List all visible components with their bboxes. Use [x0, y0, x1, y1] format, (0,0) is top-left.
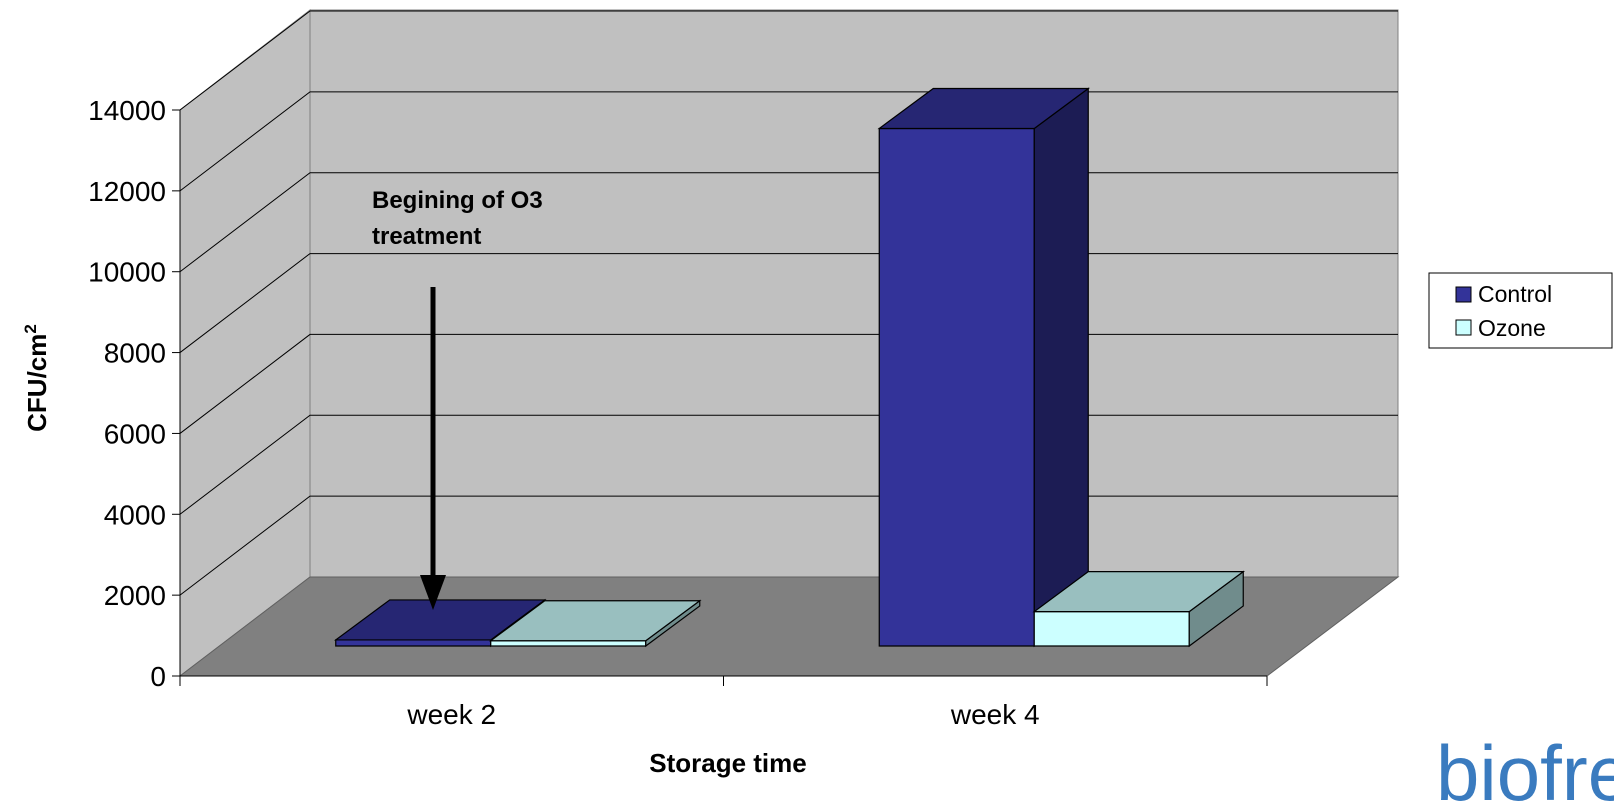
- legend: Control Ozone: [1428, 272, 1613, 349]
- y-axis-title-sup: 2: [21, 324, 40, 333]
- bar-front: [1033, 611, 1190, 647]
- axes: 0 2000 4000 6000 8000 10000 12000 14000 week 2 we…: [88, 95, 1268, 730]
- y-tick-label: 12000: [88, 176, 166, 207]
- bar-front: [490, 640, 647, 647]
- bar-side: [1033, 87, 1089, 648]
- bar-front: [335, 639, 492, 647]
- bar-ozone-week-2: [488, 599, 702, 648]
- legend-swatch-control: [1455, 286, 1472, 303]
- gridline: [179, 10, 1398, 111]
- y-tick-label: 14000: [88, 95, 166, 126]
- plot-back-wall: [309, 9, 1399, 578]
- x-tick-label: week 4: [950, 699, 1040, 730]
- bar-control-week-4: [877, 87, 1091, 648]
- annotation-line-2: treatment: [372, 223, 481, 250]
- bars: [333, 87, 1246, 648]
- bar-ozone-week-4: [1032, 570, 1246, 648]
- bar-top: [1032, 571, 1246, 613]
- y-axis-title: CFU/cm2: [21, 324, 52, 432]
- y-tick-label: 10000: [88, 257, 166, 288]
- legend-label-control: Control: [1478, 281, 1552, 307]
- plot-side-wall: [179, 8, 311, 678]
- legend-swatch-ozone: [1455, 319, 1472, 336]
- annotation-line-1: Begining of O3: [372, 187, 543, 214]
- x-axis-title: Storage time: [649, 748, 807, 778]
- y-tick-label: 4000: [104, 499, 166, 530]
- bar-top: [333, 599, 547, 641]
- biofresh-logo: biofresh: [1436, 729, 1614, 803]
- legend-label-ozone: Ozone: [1478, 315, 1546, 341]
- y-tick-label: 6000: [104, 418, 166, 449]
- y-tick-label: 8000: [104, 338, 166, 369]
- x-tick-label: week 2: [406, 699, 496, 730]
- bar-top: [488, 600, 702, 642]
- annotation-arrow-head: [420, 575, 446, 610]
- y-axis-title-base: CFU/cm: [22, 334, 52, 432]
- y-tick-label: 2000: [104, 580, 166, 611]
- bar-front: [878, 127, 1035, 647]
- bar-top: [877, 87, 1091, 130]
- y-tick-label: 0: [150, 661, 166, 692]
